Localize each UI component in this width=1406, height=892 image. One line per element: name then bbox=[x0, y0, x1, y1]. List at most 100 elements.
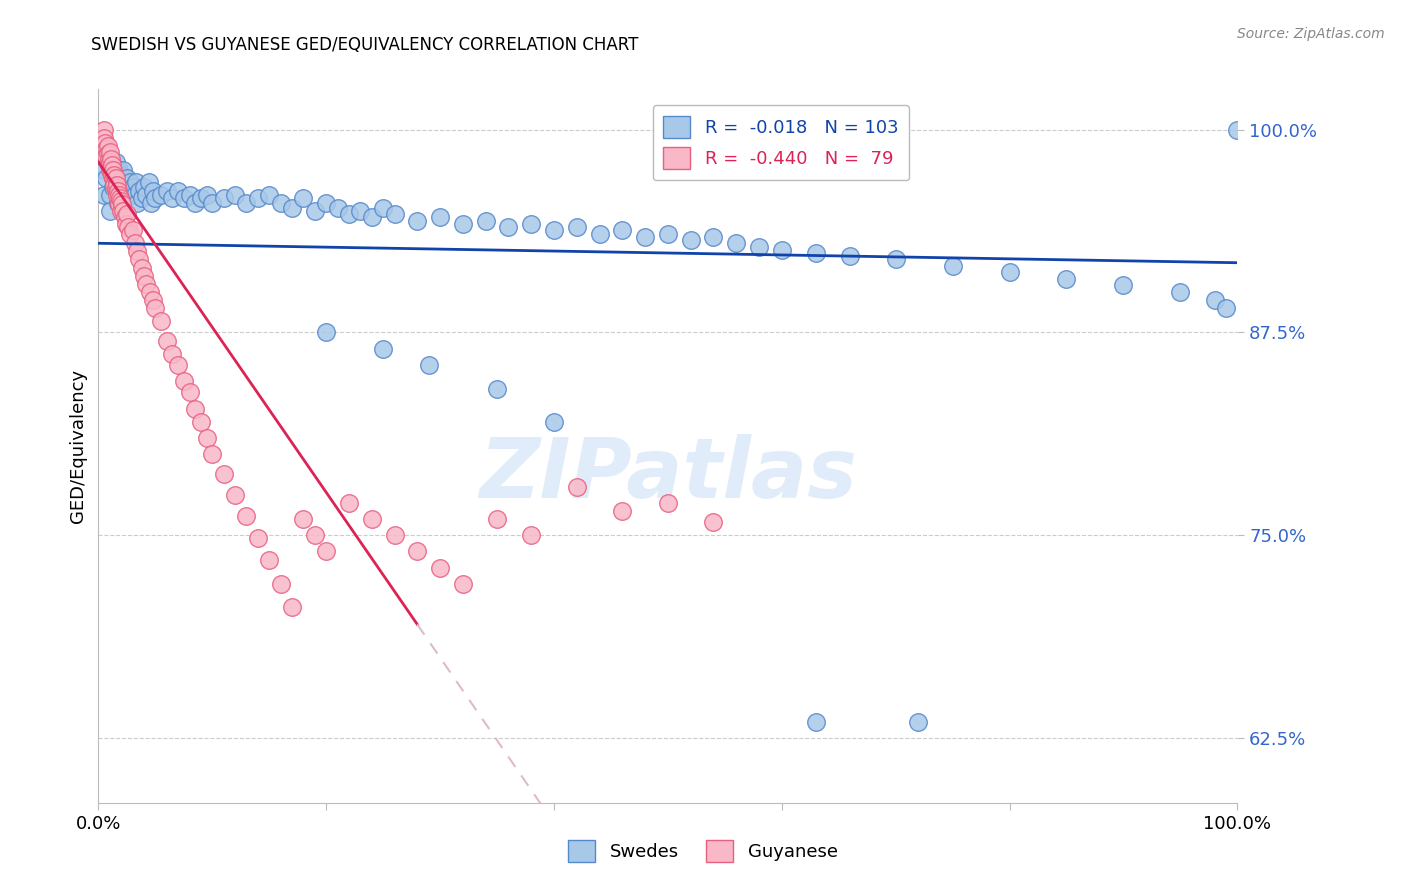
Point bbox=[110, 168, 132, 182]
Point bbox=[107, 195, 129, 210]
Point bbox=[104, 168, 127, 182]
Point bbox=[94, 136, 117, 150]
Point bbox=[96, 142, 118, 156]
Point bbox=[139, 195, 162, 210]
Point bbox=[103, 163, 125, 178]
Point bbox=[770, 243, 793, 257]
Point bbox=[101, 168, 124, 182]
Point bbox=[942, 259, 965, 273]
Point bbox=[132, 179, 155, 194]
Point bbox=[498, 220, 520, 235]
Point bbox=[98, 203, 121, 218]
Point bbox=[167, 185, 190, 199]
Point bbox=[103, 171, 125, 186]
Point bbox=[337, 207, 360, 221]
Point bbox=[120, 175, 142, 189]
Text: ZIPatlas: ZIPatlas bbox=[479, 434, 856, 515]
Point bbox=[612, 504, 634, 518]
Point bbox=[97, 152, 120, 166]
Point bbox=[111, 187, 134, 202]
Point bbox=[657, 227, 679, 241]
Point bbox=[162, 191, 184, 205]
Point bbox=[270, 195, 292, 210]
Point bbox=[93, 122, 115, 136]
Point bbox=[304, 528, 326, 542]
Point bbox=[115, 207, 138, 221]
Point bbox=[107, 187, 129, 202]
Point bbox=[429, 560, 451, 574]
Point bbox=[112, 175, 135, 189]
Point bbox=[184, 401, 207, 416]
Point bbox=[128, 252, 150, 267]
Point bbox=[235, 508, 257, 523]
Point bbox=[326, 201, 349, 215]
Point bbox=[657, 496, 679, 510]
Point bbox=[360, 512, 382, 526]
Point bbox=[212, 191, 235, 205]
Legend: R =  -0.018   N = 103, R =  -0.440   N =  79: R = -0.018 N = 103, R = -0.440 N = 79 bbox=[652, 105, 910, 180]
Point bbox=[167, 358, 190, 372]
Point bbox=[121, 179, 143, 194]
Point bbox=[120, 187, 142, 202]
Point bbox=[184, 195, 207, 210]
Point bbox=[451, 577, 474, 591]
Point bbox=[131, 191, 153, 205]
Point bbox=[110, 179, 132, 194]
Point bbox=[725, 236, 748, 251]
Point bbox=[304, 203, 326, 218]
Point bbox=[117, 220, 139, 235]
Point bbox=[128, 185, 150, 199]
Point bbox=[201, 447, 224, 461]
Point bbox=[114, 211, 136, 225]
Point bbox=[121, 223, 143, 237]
Point bbox=[418, 358, 440, 372]
Point bbox=[112, 163, 135, 178]
Point bbox=[259, 187, 281, 202]
Point bbox=[132, 268, 155, 283]
Point bbox=[127, 195, 149, 210]
Point bbox=[360, 211, 382, 225]
Point bbox=[1215, 301, 1237, 315]
Point bbox=[96, 147, 118, 161]
Point bbox=[179, 385, 201, 400]
Point bbox=[111, 197, 134, 211]
Point bbox=[292, 191, 315, 205]
Point bbox=[110, 194, 132, 208]
Point bbox=[543, 223, 565, 237]
Point bbox=[112, 203, 135, 218]
Point bbox=[371, 342, 394, 356]
Point bbox=[98, 155, 121, 169]
Point bbox=[173, 191, 195, 205]
Point bbox=[406, 213, 429, 227]
Point bbox=[804, 714, 827, 729]
Point bbox=[281, 599, 304, 614]
Point bbox=[212, 467, 235, 481]
Point bbox=[588, 227, 610, 241]
Point bbox=[114, 217, 136, 231]
Point bbox=[98, 163, 121, 178]
Point bbox=[150, 187, 173, 202]
Text: Source: ZipAtlas.com: Source: ZipAtlas.com bbox=[1237, 27, 1385, 41]
Point bbox=[108, 171, 131, 186]
Point bbox=[108, 187, 131, 202]
Point bbox=[235, 195, 257, 210]
Point bbox=[429, 211, 451, 225]
Point bbox=[96, 149, 118, 163]
Point bbox=[474, 213, 496, 227]
Point bbox=[100, 161, 122, 176]
Point bbox=[131, 260, 153, 275]
Point bbox=[107, 185, 129, 199]
Point bbox=[315, 544, 337, 558]
Point bbox=[224, 187, 246, 202]
Point bbox=[634, 229, 657, 244]
Point bbox=[96, 171, 118, 186]
Point bbox=[98, 187, 121, 202]
Point bbox=[565, 479, 588, 493]
Point bbox=[173, 374, 195, 388]
Point bbox=[105, 178, 128, 192]
Point bbox=[124, 187, 146, 202]
Point bbox=[702, 229, 724, 244]
Point bbox=[104, 155, 127, 169]
Point bbox=[486, 382, 509, 396]
Point bbox=[108, 197, 131, 211]
